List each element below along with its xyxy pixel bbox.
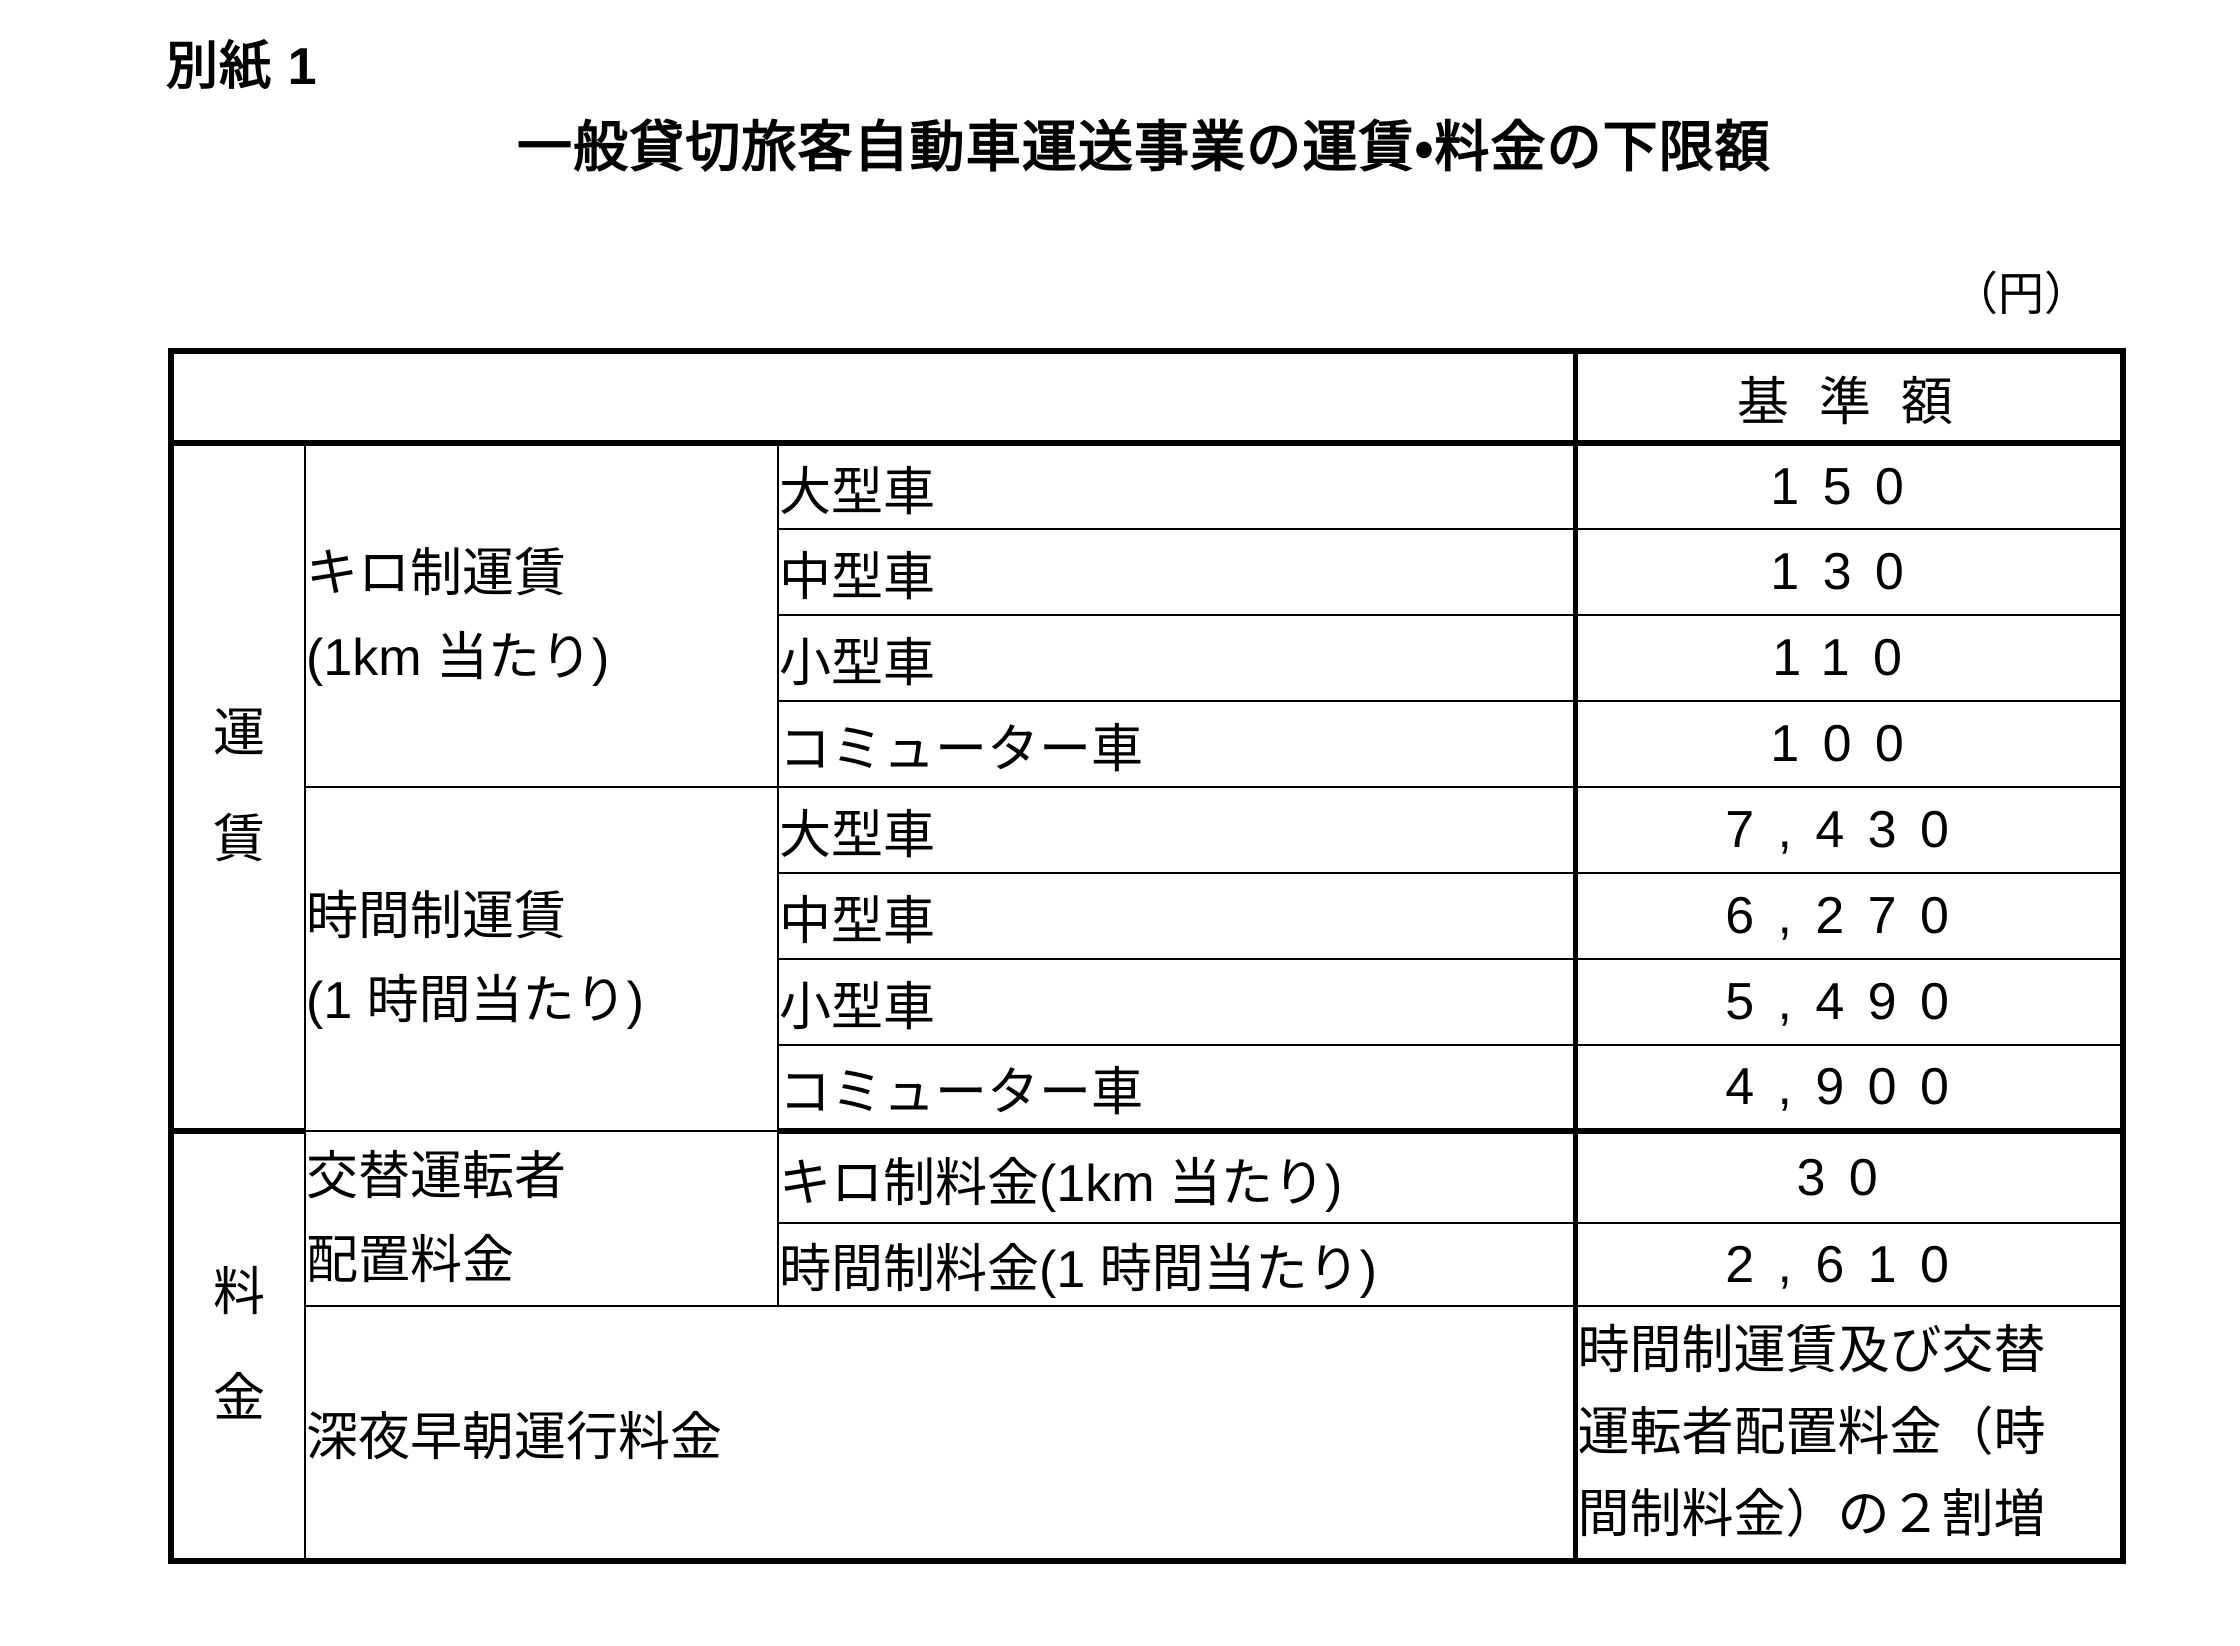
cell-vehicle-type: 小型車 — [776, 958, 1577, 1046]
cell-vehicle-type: コミューター車 — [776, 1044, 1577, 1134]
fare-label-char-2: 賃 — [212, 811, 265, 869]
cell-late-night-label: 深夜早朝運行料金 — [303, 1305, 1577, 1562]
cell-fee-item: 時間制料金(1 時間当たり) — [776, 1222, 1577, 1307]
section-label-fare: 運 賃 — [170, 442, 306, 1134]
cell-vehicle-type: 大型車 — [776, 442, 1577, 530]
cell-fee-item: キロ制料金(1km 当たり) — [776, 1130, 1577, 1224]
cell-vehicle-type: 小型車 — [776, 614, 1577, 702]
group-relief-driver-label: 交替運転者 配置料金 — [304, 1130, 779, 1307]
table-row: 中型車 130 — [171, 528, 2125, 616]
cell-vehicle-type: コミューター車 — [776, 700, 1577, 788]
group-relief-driver-line2: 配置料金 — [306, 1231, 515, 1290]
attachment-label: 別紙 1 — [166, 38, 318, 96]
unit-note: （円） — [1952, 268, 2090, 320]
header-empty-cell — [169, 350, 1577, 446]
cell-base-amount: 4,900 — [1572, 1044, 2125, 1134]
group-km-fare-label: キロ制運賃 (1km 当たり) — [304, 442, 779, 788]
fare-label-char-1: 運 — [212, 705, 265, 763]
fee-label-char-1: 料 — [212, 1264, 265, 1322]
late-night-value-line3: 間制料金）の２割増 — [1577, 1485, 2046, 1544]
cell-base-amount: 6,270 — [1572, 872, 2125, 960]
cell-vehicle-type: 大型車 — [776, 786, 1577, 874]
section-label-fee: 料 金 — [170, 1130, 306, 1562]
table-row: 小型車 110 — [171, 614, 2125, 702]
cell-base-amount: 130 — [1572, 528, 2125, 616]
group-km-fare-name: キロ制運賃 — [306, 545, 567, 603]
group-hourly-fare-unit: (1 時間当たり) — [306, 972, 645, 1030]
table-row: 小型車 5,490 — [171, 958, 2125, 1046]
table-row: 時間制運賃 (1 時間当たり) 大型車 7,430 — [171, 786, 2125, 1132]
cell-base-amount: 110 — [1572, 614, 2125, 702]
late-night-value-line1: 時間制運賃及び交替 — [1577, 1321, 2046, 1380]
table-row: 中型車 6,270 — [171, 872, 2125, 960]
cell-late-night-value: 時間制運賃及び交替 運転者配置料金（時 間制料金）の２割増 — [1572, 1305, 2125, 1562]
group-hourly-fare-label: 時間制運賃 (1 時間当たり) — [304, 786, 779, 1132]
cell-base-amount: 5,490 — [1572, 958, 2125, 1046]
cell-base-amount: 150 — [1572, 442, 2125, 530]
table-row: コミューター車 4,900 — [171, 1044, 2125, 1134]
fare-fee-table: 基 準 額 運 賃 キロ制運賃 (1km 当たり) 大型車 150 中型車 13… — [168, 348, 2127, 1564]
table-row: 深夜早朝運行料金 時間制運賃及び交替 運転者配置料金（時 間制料金）の２割増 — [171, 1305, 2125, 1562]
fee-label-char-2: 金 — [212, 1370, 265, 1428]
cell-base-amount: 2,610 — [1572, 1222, 2125, 1307]
table-row: 料 金 交替運転者 配置料金 キロ制料金(1km 当たり) 30 — [170, 1130, 2125, 1562]
cell-base-amount: 30 — [1572, 1130, 2125, 1224]
cell-base-amount: 100 — [1572, 700, 2125, 788]
table-row: 時間制料金(1 時間当たり) 2,610 — [171, 1222, 2125, 1307]
late-night-value-line2: 運転者配置料金（時 — [1577, 1403, 2046, 1462]
group-hourly-fare-name: 時間制運賃 — [306, 888, 567, 946]
cell-vehicle-type: 中型車 — [776, 528, 1577, 616]
doc-title: 一般貸切旅客自動車運送事業の運賃・料金の下限額 — [516, 116, 1771, 178]
cell-base-amount: 7,430 — [1572, 786, 2125, 874]
table-row: コミューター車 100 — [171, 700, 2125, 788]
group-relief-driver-line1: 交替運転者 — [306, 1147, 567, 1206]
group-km-fare-unit: (1km 当たり) — [306, 629, 610, 687]
cell-vehicle-type: 中型車 — [776, 872, 1577, 960]
header-base-amount: 基 準 額 — [1572, 350, 2125, 446]
table-row: 運 賃 キロ制運賃 (1km 当たり) 大型車 150 — [170, 442, 2125, 1134]
table-header-row: 基 準 額 — [169, 350, 2125, 446]
